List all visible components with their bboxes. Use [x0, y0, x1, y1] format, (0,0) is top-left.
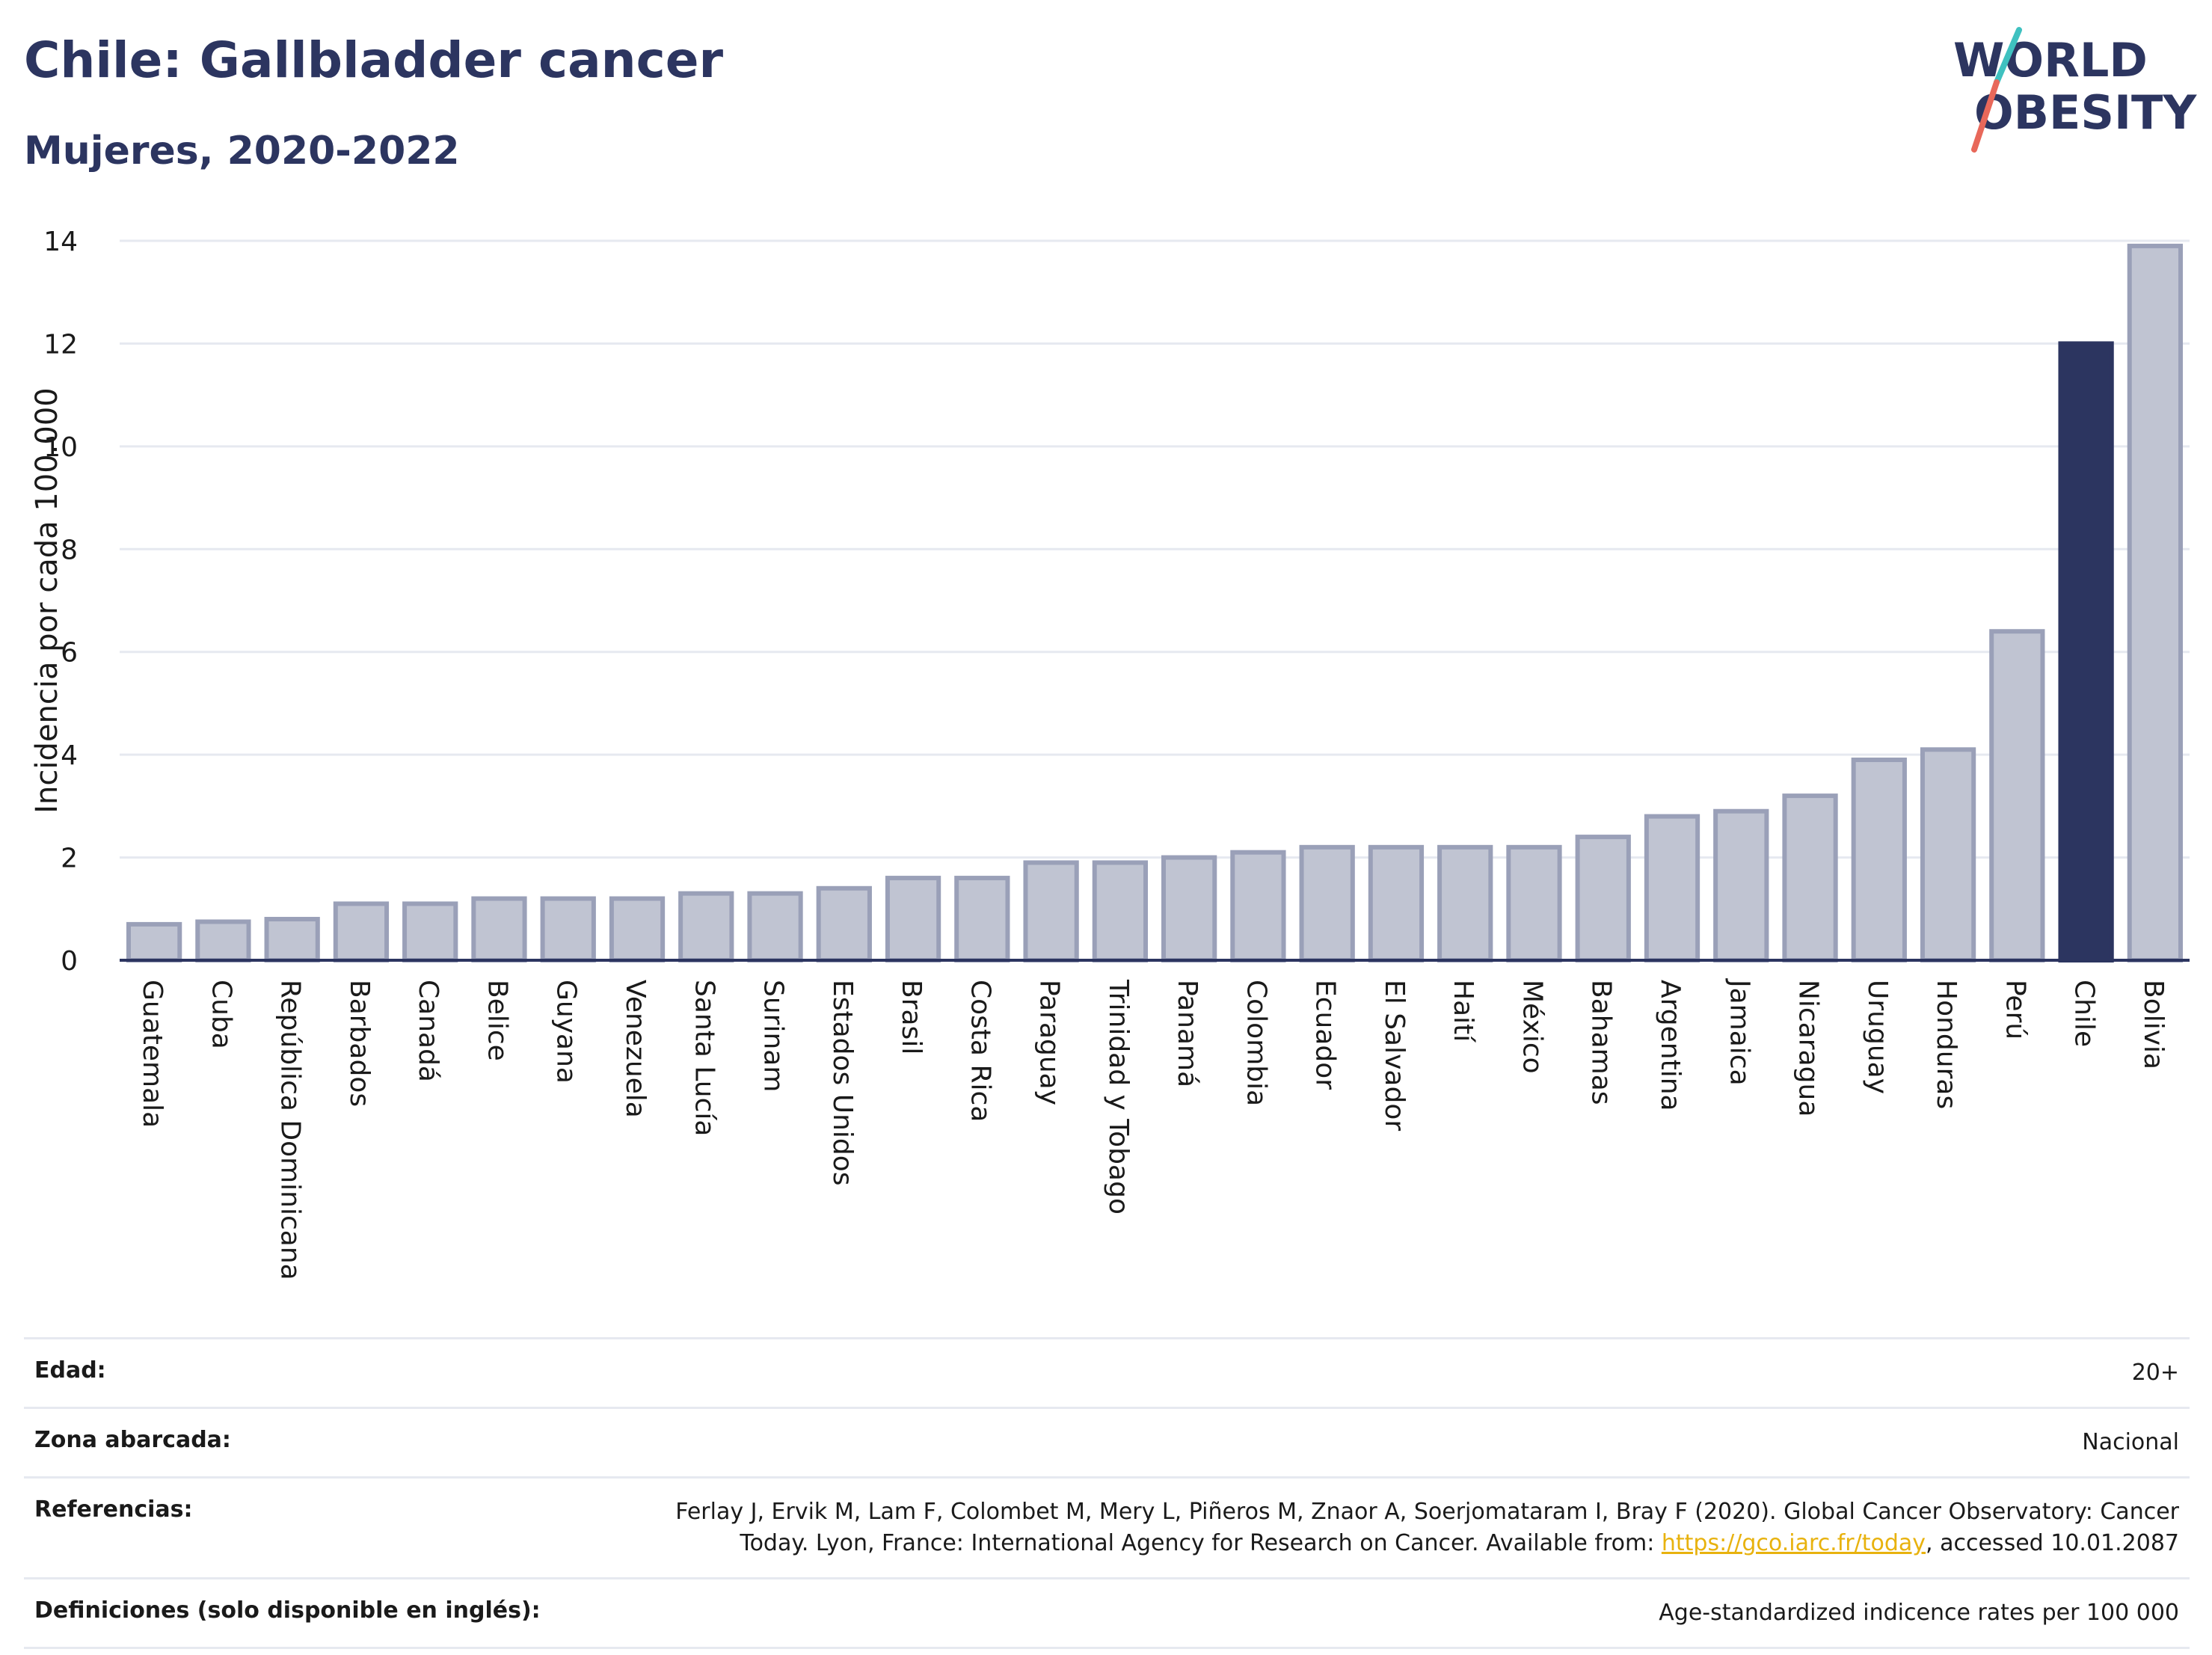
bar-uruguay — [1851, 758, 1907, 962]
bar-haití — [1437, 844, 1493, 963]
bar-el-salvador — [1368, 844, 1425, 963]
meta-key: Definiciones (solo disponible en inglés)… — [34, 1597, 541, 1624]
bar-belice — [471, 896, 527, 962]
x-tick-label: Guatemala — [137, 980, 168, 1128]
meta-key: Edad: — [34, 1357, 106, 1384]
x-tick-label: México — [1517, 980, 1547, 1074]
y-tick-label: 6 — [61, 638, 78, 669]
reference-text: Ferlay J, Ervik M, Lam F, Colombet M, Me… — [675, 1499, 2179, 1556]
meta-value: Ferlay J, Ervik M, Lam F, Colombet M, Me… — [609, 1496, 2179, 1559]
chart-title: Chile: Gallbladder cancer — [24, 31, 724, 89]
y-tick-label: 4 — [61, 740, 78, 771]
y-tick-label: 2 — [61, 844, 78, 874]
bar-barbados — [333, 901, 390, 963]
meta-row-age: Edad: 20+ — [24, 1337, 2190, 1407]
bar-guatemala — [126, 921, 182, 963]
bar-chart: 0 2 4 6 8 10 12 14 Incidencia por cada 100.000 Gu… — [30, 227, 2190, 1280]
x-tick-label: Chile — [2069, 980, 2100, 1047]
y-tick-label: 0 — [61, 946, 78, 977]
logo-line1: WORLD — [1953, 33, 2148, 87]
bar-costa-rica — [954, 876, 1010, 962]
x-tick-label: Costa Rica — [965, 980, 995, 1122]
bar-ecuador — [1299, 844, 1355, 963]
x-tick-label: Bahamas — [1586, 980, 1617, 1105]
bar-canadá — [402, 901, 458, 963]
x-tick-label: Barbados — [344, 980, 375, 1107]
x-tick-label: Ecuador — [1310, 980, 1341, 1090]
x-tick-label: Estados Unidos — [827, 980, 858, 1186]
x-tick-label: Haití — [1448, 980, 1478, 1043]
x-tick-label: Honduras — [1931, 980, 1961, 1109]
meta-key: Referencias: — [34, 1496, 193, 1523]
x-tick-label: Santa Lucía — [689, 980, 719, 1136]
x-tick-label: República Dominicana — [275, 980, 306, 1280]
x-tick-label: Colombia — [1241, 980, 1271, 1106]
meta-key: Zona abarcada: — [34, 1427, 231, 1453]
x-tick-label: Nicaragua — [1793, 980, 1824, 1117]
bar-jamaica — [1713, 808, 1769, 962]
x-tick-label: Belice — [482, 980, 512, 1061]
y-axis-label: Incidencia por cada 100.000 — [30, 387, 64, 814]
bar-nicaragua — [1782, 793, 1838, 962]
bar-brasil — [885, 876, 941, 962]
meta-row-zone: Zona abarcada: Nacional — [24, 1407, 2190, 1476]
reference-link[interactable]: https://gco.iarc.fr/today — [1661, 1530, 1926, 1556]
bar-panamá — [1161, 855, 1217, 962]
bar-paraguay — [1023, 860, 1079, 963]
x-tick-label: Surinam — [758, 980, 789, 1092]
meta-value: Age-standardized indicence rates per 100… — [1659, 1600, 2179, 1626]
bar-república-dominicana — [264, 917, 320, 962]
bar-bahamas — [1575, 835, 1631, 962]
y-tick-label: 14 — [43, 227, 78, 257]
logo-slash-top — [1994, 27, 2022, 85]
bar-perú — [1989, 629, 2045, 962]
bar-honduras — [1920, 747, 1976, 962]
x-tick-label: El Salvador — [1379, 980, 1410, 1131]
logo-line2: OBESITY — [1974, 85, 2197, 140]
bar-surinam — [747, 891, 803, 962]
x-tick-label: Trinidad y Tobago — [1103, 979, 1134, 1215]
bar-méxico — [1506, 844, 1562, 963]
meta-row-references: Referencias: Ferlay J, Ervik M, Lam F, C… — [24, 1476, 2190, 1577]
x-tick-label: Panamá — [1172, 980, 1202, 1087]
meta-row-definitions: Definiciones (solo disponible en inglés)… — [24, 1577, 2190, 1649]
bar-chile — [2058, 341, 2114, 962]
y-tick-label: 12 — [43, 329, 78, 360]
bar-cuba — [195, 919, 251, 962]
x-tick-label: Bolivia — [2138, 980, 2169, 1069]
x-tick-label: Perú — [2000, 980, 2030, 1040]
chart-subtitle: Mujeres, 2020-2022 — [24, 129, 460, 174]
world-obesity-logo: WORLD OBESITY — [1953, 27, 2197, 153]
bar-guyana — [540, 896, 596, 962]
bar-venezuela — [609, 896, 666, 962]
x-tick-label: Cuba — [206, 980, 236, 1049]
bar-bolivia — [2127, 243, 2184, 963]
bar-trinidad-y-tobago — [1092, 860, 1149, 963]
bar-colombia — [1230, 850, 1286, 962]
logo-slash-bottom — [1971, 79, 2000, 153]
x-tick-label: Canadá — [413, 980, 443, 1082]
x-tick-label: Argentina — [1655, 980, 1686, 1111]
x-tick-label: Uruguay — [1862, 980, 1893, 1094]
bar-estados-unidos — [816, 885, 872, 963]
x-tick-label: Guyana — [551, 980, 582, 1084]
meta-value: Nacional — [2082, 1429, 2179, 1455]
meta-value: 20+ — [2131, 1360, 2179, 1386]
x-tick-label: Paraguay — [1034, 980, 1065, 1105]
x-tick-label: Venezuela — [620, 980, 651, 1118]
x-tick-label: Jamaica — [1724, 978, 1754, 1086]
bar-argentina — [1644, 814, 1701, 962]
x-tick-label: Brasil — [896, 980, 927, 1054]
y-tick-label: 10 — [43, 432, 78, 463]
metadata-table: Edad: 20+ Zona abarcada: Nacional Refere… — [24, 1337, 2190, 1649]
reference-suffix: , accessed 10.01.2087 — [1926, 1530, 2179, 1556]
y-tick-label: 8 — [61, 535, 78, 565]
bar-santa-lucía — [678, 891, 734, 962]
